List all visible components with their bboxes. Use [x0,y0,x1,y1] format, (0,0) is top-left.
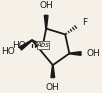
Text: OH: OH [87,49,100,58]
Polygon shape [51,65,55,78]
Text: HO: HO [12,41,25,50]
Polygon shape [69,52,81,55]
Text: F: F [82,18,87,27]
Text: Abs: Abs [36,42,49,48]
Text: HO: HO [1,47,15,56]
Text: OH: OH [39,1,53,10]
Polygon shape [44,15,48,29]
FancyBboxPatch shape [37,41,49,49]
Polygon shape [19,40,32,50]
Text: OH: OH [46,83,60,92]
